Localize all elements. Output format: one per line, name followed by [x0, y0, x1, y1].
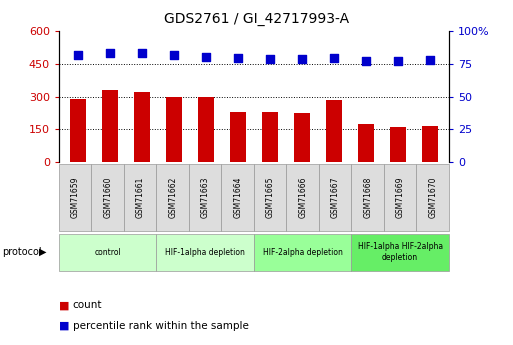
Text: control: control	[94, 248, 121, 257]
Point	[266, 57, 274, 62]
Text: percentile rank within the sample: percentile rank within the sample	[73, 321, 249, 331]
Text: GSM71661: GSM71661	[136, 177, 145, 218]
Text: GSM71669: GSM71669	[396, 177, 405, 218]
Bar	[198, 97, 214, 162]
Point	[298, 57, 306, 62]
Bar	[262, 112, 278, 162]
Bar	[326, 100, 342, 162]
Text: HIF-1alpha HIF-2alpha
depletion: HIF-1alpha HIF-2alpha depletion	[358, 243, 443, 262]
Text: GSM71668: GSM71668	[363, 177, 372, 218]
Bar	[294, 113, 310, 162]
Point	[170, 52, 178, 58]
Point	[393, 58, 402, 63]
Point	[234, 56, 242, 61]
Text: GSM71663: GSM71663	[201, 177, 210, 218]
Text: protocol: protocol	[3, 247, 42, 257]
Text: GDS2761 / GI_42717993-A: GDS2761 / GI_42717993-A	[164, 12, 349, 26]
Point	[330, 56, 338, 61]
Point	[74, 52, 82, 58]
Bar	[166, 97, 182, 162]
Bar	[422, 126, 438, 162]
Point	[106, 50, 114, 56]
Text: GSM71670: GSM71670	[428, 177, 437, 218]
Text: GSM71666: GSM71666	[298, 177, 307, 218]
Bar	[70, 99, 86, 162]
Text: HIF-1alpha depletion: HIF-1alpha depletion	[165, 248, 245, 257]
Bar	[358, 124, 374, 162]
Bar	[390, 127, 406, 162]
Text: GSM71664: GSM71664	[233, 177, 242, 218]
Point	[426, 57, 434, 63]
Point	[202, 55, 210, 60]
Bar	[134, 92, 150, 162]
Text: GSM71659: GSM71659	[71, 177, 80, 218]
Text: ■: ■	[59, 321, 69, 331]
Text: GSM71665: GSM71665	[266, 177, 274, 218]
Point	[138, 50, 146, 56]
Text: GSM71667: GSM71667	[331, 177, 340, 218]
Text: ▶: ▶	[39, 247, 47, 257]
Bar	[230, 112, 246, 162]
Text: HIF-2alpha depletion: HIF-2alpha depletion	[263, 248, 343, 257]
Text: GSM71662: GSM71662	[168, 177, 177, 218]
Bar	[102, 90, 118, 162]
Text: ■: ■	[59, 300, 69, 310]
Point	[362, 58, 370, 63]
Text: count: count	[73, 300, 103, 310]
Text: GSM71660: GSM71660	[103, 177, 112, 218]
